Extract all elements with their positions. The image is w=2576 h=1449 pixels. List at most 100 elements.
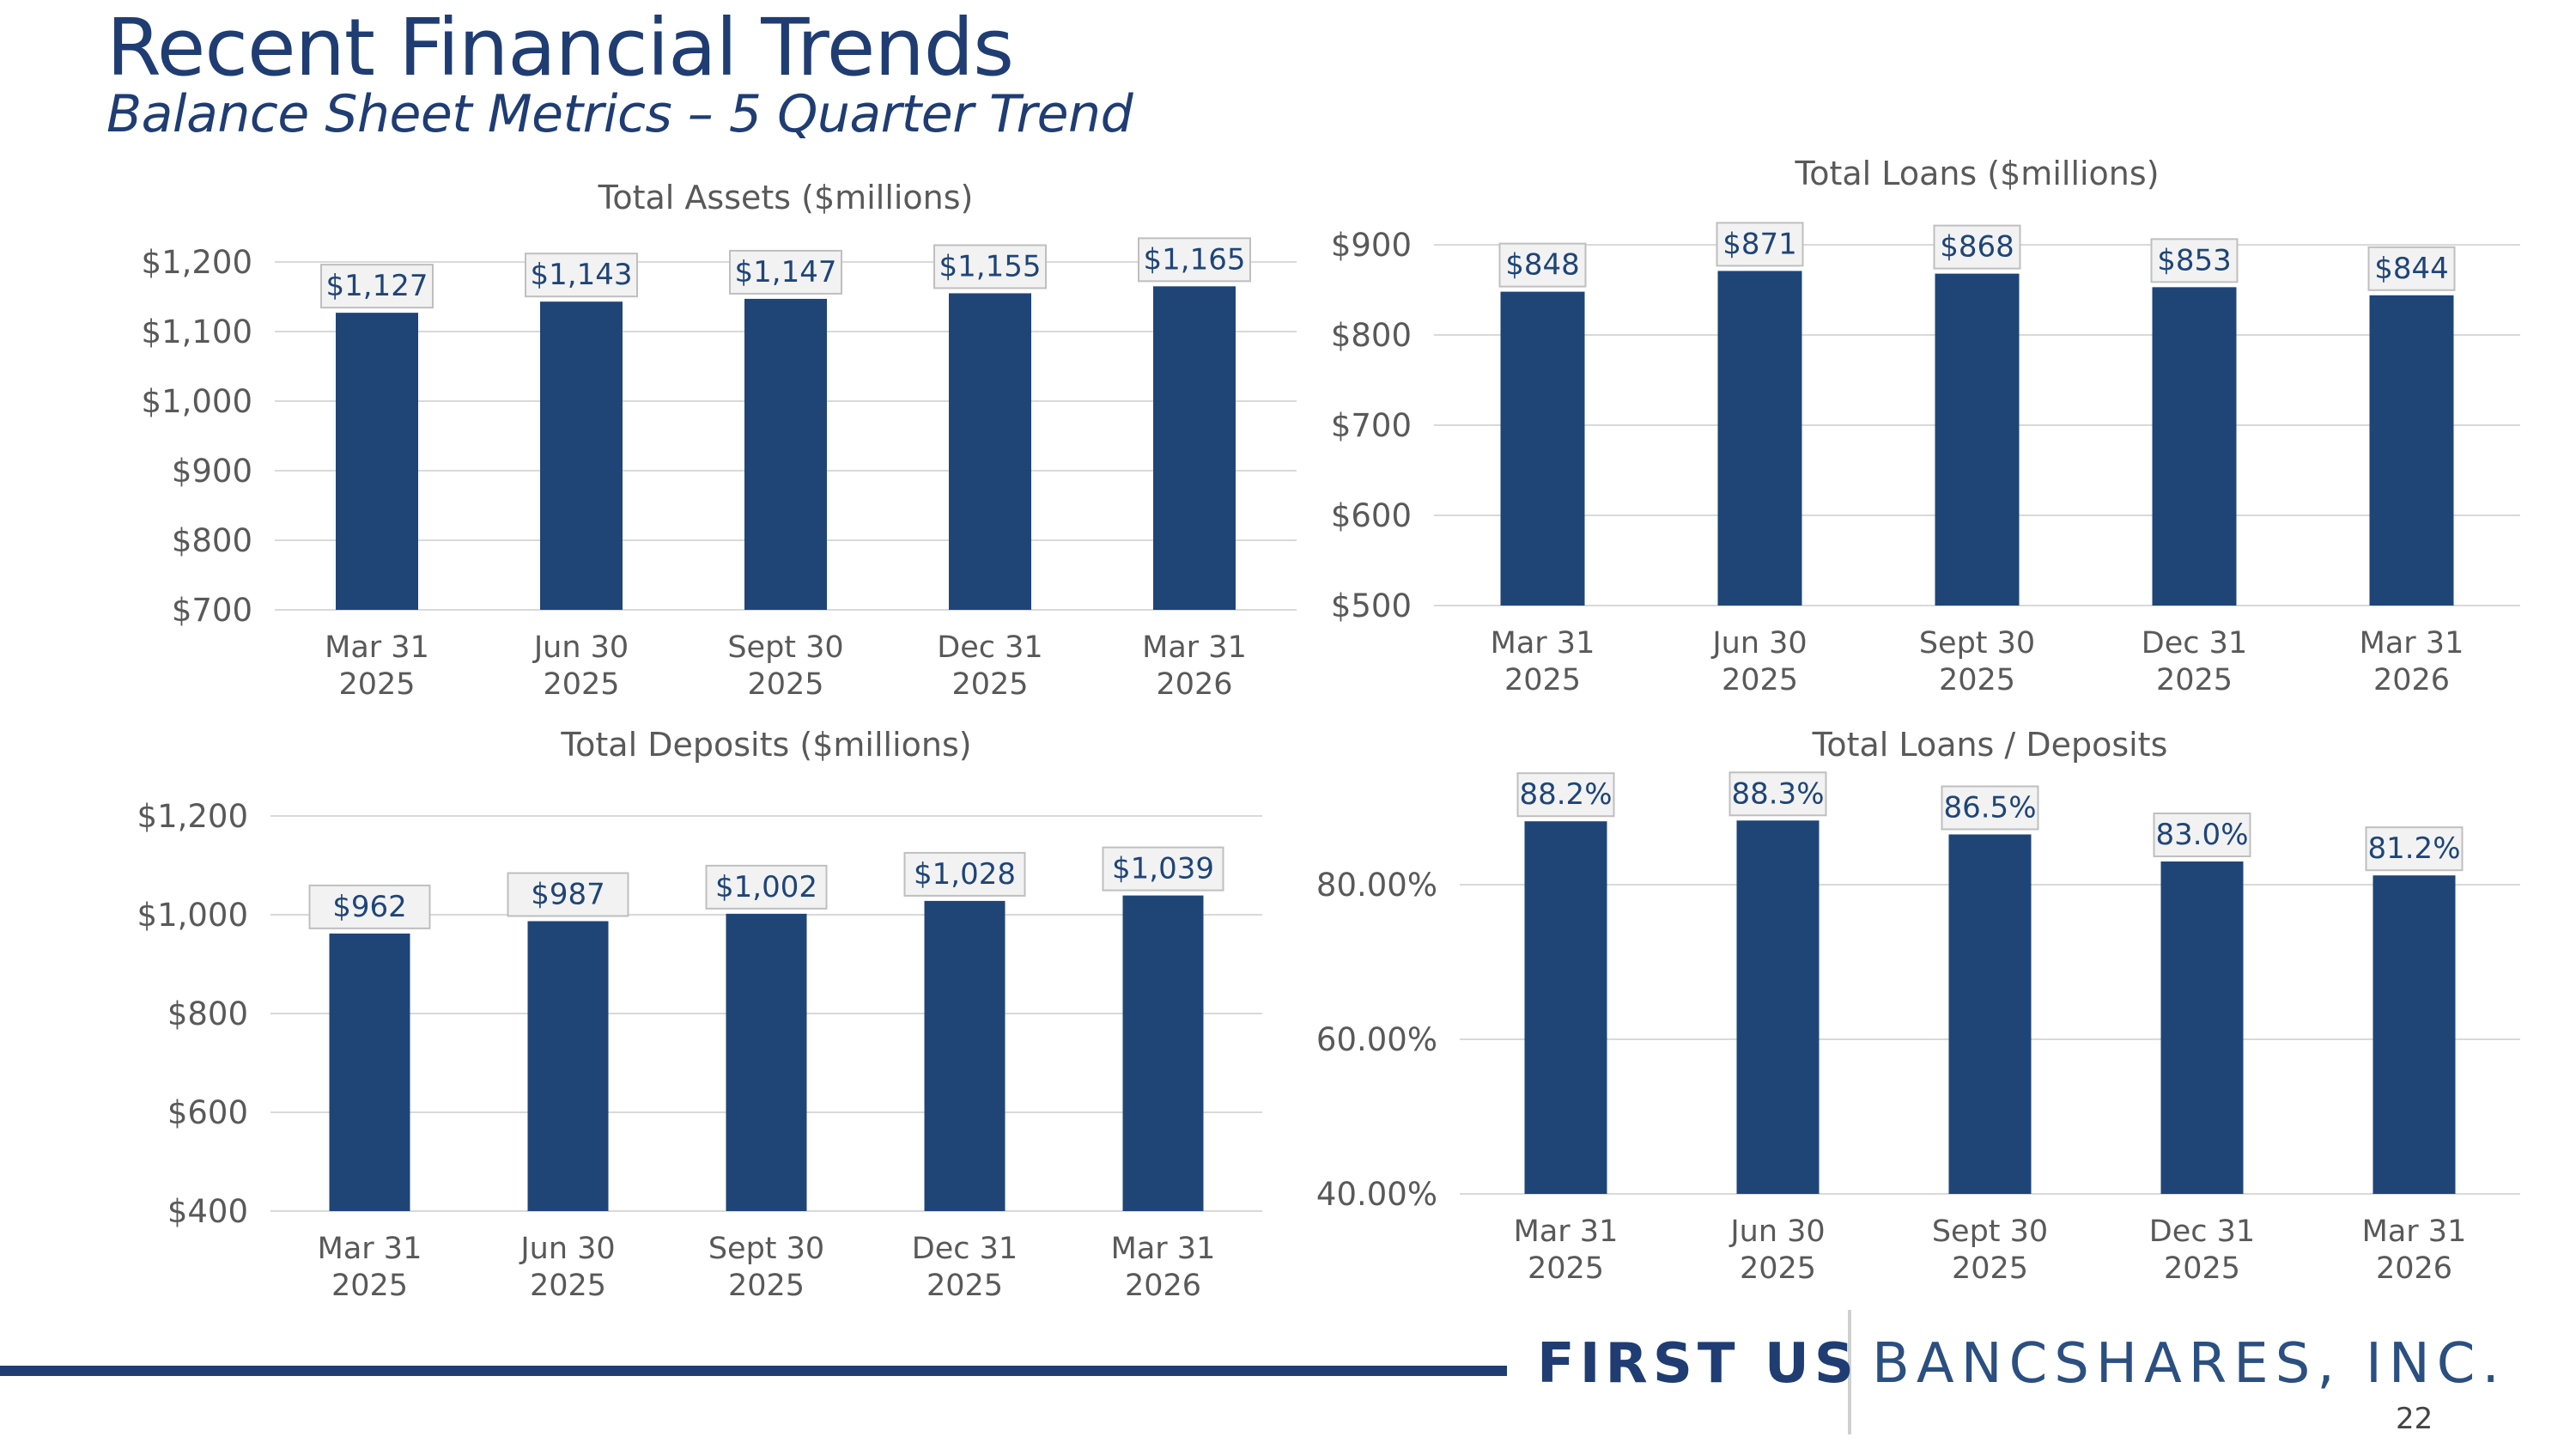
x-tick-label: Mar 31 [1514,1215,1619,1249]
bar [1736,820,1820,1194]
y-tick-label: $600 [167,1094,248,1131]
y-tick-label: $700 [172,592,252,629]
x-tick-label: 2025 [2164,1251,2240,1286]
x-tick-label: 2025 [1504,663,1581,697]
x-tick-label: Jun 30 [1728,1215,1825,1249]
data-label: $1,165 [1144,242,1246,277]
data-label-box [1102,846,1224,892]
bar [1524,821,1607,1194]
y-tick-label: $700 [1331,407,1412,444]
x-tick-label: 2025 [728,1269,805,1303]
bar [1948,834,2032,1194]
x-tick-label: Jun 30 [519,1232,615,1266]
x-tick-label: Sept 30 [708,1232,824,1266]
y-tick-label: $900 [172,453,252,490]
bar [527,921,609,1211]
data-label: $848 [1505,248,1580,283]
data-label-box [1933,224,2021,270]
x-tick-label: 2025 [951,667,1028,702]
data-label: $1,143 [531,258,633,292]
data-label: $1,127 [326,269,428,303]
data-label: $1,147 [735,255,837,289]
y-tick-label: $1,000 [142,383,252,420]
bar [1500,291,1585,606]
data-label: $962 [332,890,407,924]
total-loans-chart: Total Loans ($millions) $500 $600 $700 $800 $… [1331,155,2520,697]
bar [540,301,623,610]
data-label: 86.5% [1943,791,2036,825]
y-tick-label: $1,200 [142,244,252,281]
x-tick-label: Jun 30 [1710,626,1807,661]
data-label-box [1498,242,1587,288]
logo-divider [1848,1310,1851,1434]
bar [1935,273,2020,606]
y-tick-label: 80.00% [1316,867,1437,904]
footer-rule [0,1366,1507,1376]
x-tick-label: 2025 [338,667,415,702]
x-tick-label: Mar 31 [325,630,429,665]
x-tick-label: 2025 [927,1269,1003,1303]
page-subtitle: Balance Sheet Metrics – 5 Quarter Trend [106,84,1133,144]
x-tick-label: Dec 31 [2149,1215,2255,1249]
company-logo-bancshares: BANCSHARES, INC. [1872,1332,2506,1396]
data-label: 88.3% [1731,776,1824,811]
bar [2369,295,2454,606]
y-tick-label: $800 [167,995,248,1032]
data-label-box [1728,771,1827,817]
x-tick-label: 2025 [1722,663,1798,697]
x-tick-label: Dec 31 [2142,626,2247,661]
data-label: 81.2% [2367,831,2460,866]
x-tick-label: 2025 [747,667,823,702]
x-tick-label: Mar 31 [318,1232,422,1266]
x-tick-label: Dec 31 [912,1232,1018,1266]
x-tick-label: 2026 [2376,1251,2452,1286]
data-label: $844 [2374,252,2449,286]
bar [1717,271,1802,606]
data-label: 83.0% [2155,818,2248,852]
data-label: $1,002 [715,870,817,904]
data-label: $868 [1940,230,2014,265]
data-label-box [320,264,434,309]
x-tick-label: 2026 [1156,667,1232,702]
y-tick-label: $600 [1331,497,1412,534]
bar [744,298,827,610]
x-tick-label: 2025 [1740,1251,1816,1286]
x-tick-label: Mar 31 [1491,626,1595,661]
data-label-box [2367,246,2456,291]
bar [2160,861,2244,1194]
y-tick-label: $800 [1331,317,1412,354]
bar [726,913,807,1211]
chart-title: Total Assets ($millions) [598,179,974,216]
bar [924,900,1005,1211]
y-tick-label: $1,000 [137,897,248,934]
page-title: Recent Financial Trends [106,2,1014,94]
x-tick-label: 2025 [1952,1251,2028,1286]
y-tick-label: 60.00% [1316,1021,1437,1058]
chart-title: Total Loans ($millions) [1794,155,2159,192]
data-label: $1,155 [939,249,1042,283]
bar [2152,287,2237,606]
data-label-box [2365,826,2464,872]
data-label-box [2150,238,2239,283]
data-label: $1,039 [1112,852,1214,886]
x-tick-label: Mar 31 [2360,626,2464,661]
data-label-box [1941,785,2039,831]
data-label: $853 [2157,243,2232,277]
y-tick-label: $900 [1331,227,1412,264]
data-label-box [525,253,638,298]
y-tick-label: $1,200 [137,798,248,835]
data-label-box [507,872,629,917]
chart-title: Total Loans / Deposits [1812,726,2168,764]
bar [1122,895,1204,1211]
x-tick-label: 2025 [1939,663,2015,697]
bar [949,293,1031,610]
page-number: 22 [2396,1402,2433,1436]
y-tick-label: $1,100 [142,314,252,350]
data-label-box [933,244,1047,289]
bar [1153,286,1236,610]
x-tick-label: 2025 [2156,663,2233,697]
x-tick-label: 2026 [1125,1269,1201,1303]
y-tick-label: $400 [167,1193,248,1230]
x-tick-label: Mar 31 [2362,1215,2467,1249]
company-logo-first-us: FIRST US [1537,1332,1859,1396]
